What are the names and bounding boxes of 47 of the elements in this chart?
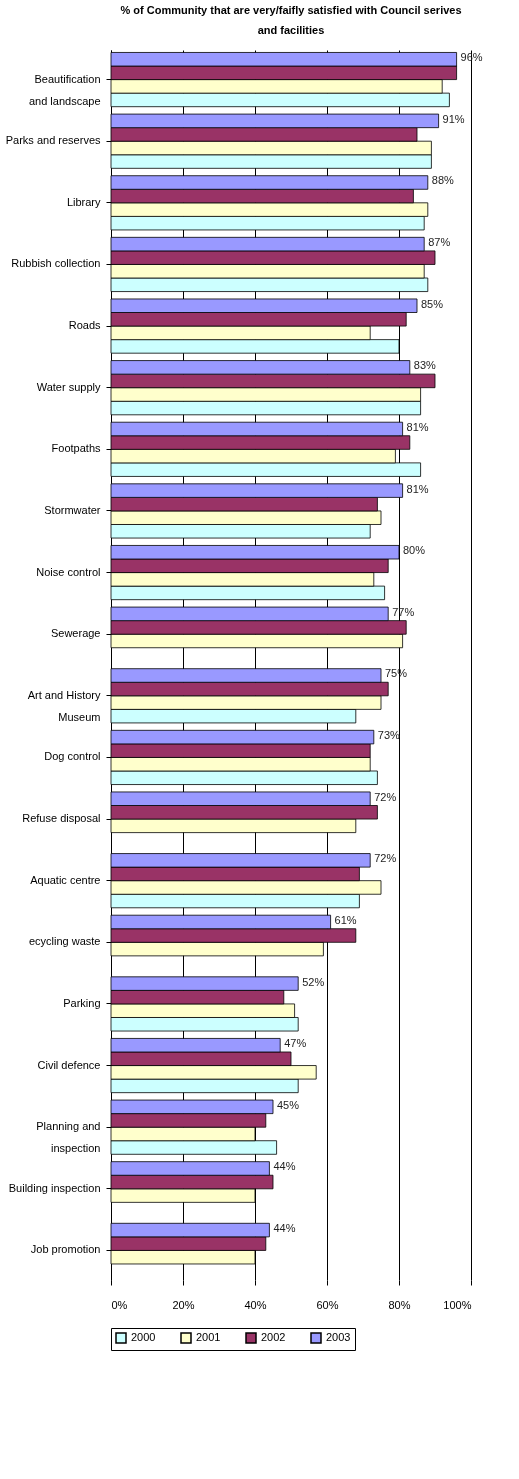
y-tick-label: Art and History Museum xyxy=(27,688,101,723)
y-tick-label: Library xyxy=(66,195,101,208)
x-tick-label: 60% xyxy=(316,1298,339,1311)
data-label: 81% xyxy=(406,420,429,433)
data-label: 87% xyxy=(428,236,451,249)
y-tick-label: Water supply xyxy=(36,380,101,393)
legend-label: 2003 xyxy=(326,1331,351,1343)
x-tick-label: 20% xyxy=(172,1298,195,1311)
data-label: 80% xyxy=(403,544,426,557)
legend-label: 2001 xyxy=(196,1331,221,1343)
data-label: 45% xyxy=(277,1098,300,1111)
data-label: 91% xyxy=(442,112,465,125)
y-tick-label: Aquatic centre xyxy=(30,873,101,886)
x-tick-label: 80% xyxy=(388,1298,411,1311)
data-label: 44% xyxy=(273,1160,296,1173)
legend-label: 2000 xyxy=(131,1331,156,1343)
y-tick-label: Planning and inspection xyxy=(36,1120,101,1155)
data-label: 47% xyxy=(284,1037,307,1050)
data-label: 72% xyxy=(374,852,397,865)
chart-title: % of Community that are very/faifly satisfied with Council serives and facilities xyxy=(120,4,462,36)
x-tick-label: 40% xyxy=(244,1298,267,1311)
y-tick-label: Footpaths xyxy=(51,442,101,455)
y-tick-label: Sewerage xyxy=(50,627,101,640)
data-label: 61% xyxy=(334,913,357,926)
y-tick-label: Parks and reserves xyxy=(5,134,101,147)
y-tick-label: Stormwater xyxy=(44,503,101,516)
data-label: 85% xyxy=(421,297,444,310)
x-tick-label: 100% xyxy=(443,1298,472,1311)
data-label: 44% xyxy=(273,1222,296,1235)
y-tick-label: ecycling waste xyxy=(28,935,101,948)
y-tick-label: Beautification and landscape xyxy=(28,72,101,107)
data-label: 83% xyxy=(413,359,437,372)
data-label: 72% xyxy=(374,790,397,803)
data-label: 81% xyxy=(406,482,429,495)
legend-label: 2002 xyxy=(261,1331,286,1343)
x-tick-label: 0% xyxy=(111,1298,128,1311)
y-tick-label: Refuse disposal xyxy=(22,812,101,825)
y-tick-label: Building inspection xyxy=(8,1181,101,1194)
y-tick-label: Roads xyxy=(68,319,101,332)
y-tick-label: Rubbish collection xyxy=(11,257,101,270)
y-tick-label: Civil defence xyxy=(37,1058,101,1071)
y-tick-label: Dog control xyxy=(44,750,101,763)
y-tick-label: Noise control xyxy=(36,565,101,578)
y-tick-label: Parking xyxy=(63,996,101,1009)
y-tick-label: Job promotion xyxy=(30,1243,101,1256)
data-label: 52% xyxy=(302,975,325,988)
data-label: 88% xyxy=(431,174,455,187)
